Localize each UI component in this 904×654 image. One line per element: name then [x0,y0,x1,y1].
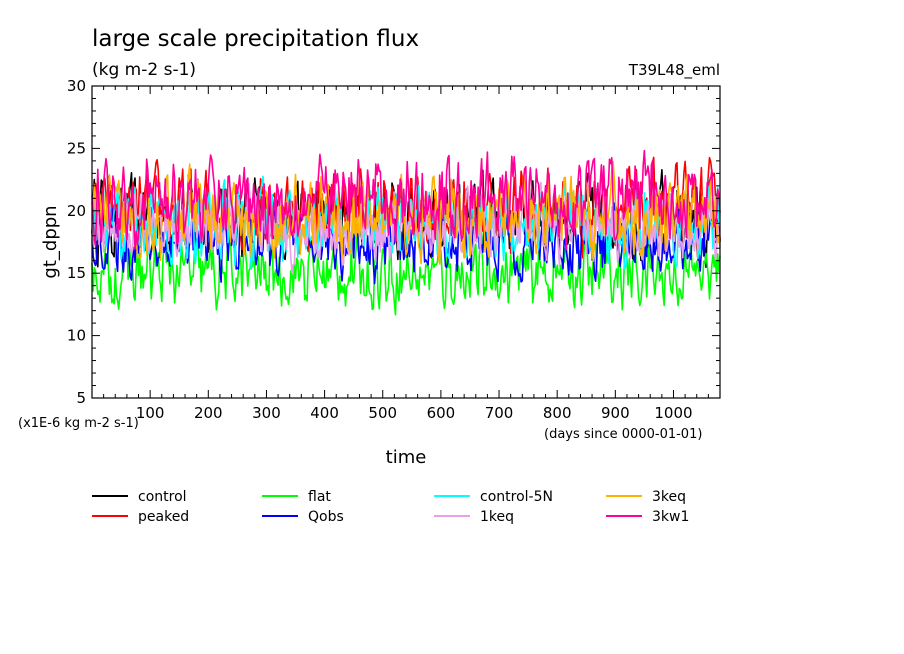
series-line-3kw1 [91,149,721,251]
y-tick-label: 15 [67,264,86,282]
y-tick-label: 20 [67,202,86,220]
legend-label-control: control [138,489,187,505]
x-tick-label: 400 [310,404,339,422]
run-label: T39L48_eml [628,61,720,80]
x-tick-label: 200 [194,404,223,422]
legend-label-peaked: peaked [138,509,189,525]
x-tick-label: 900 [601,404,630,422]
x-tick-label: 1000 [654,404,692,422]
y-tick-label: 10 [67,327,86,345]
x-tick-label: 300 [252,404,281,422]
y-tick-label: 25 [67,139,86,157]
x-axis-label: time [386,447,427,468]
y-tick-label: 30 [67,77,86,95]
legend-label-3kw1: 3kw1 [652,509,689,525]
x-tick-label: 800 [543,404,572,422]
plot-series-group [91,149,721,316]
legend-label-flat: flat [308,489,331,505]
chart-title: large scale precipitation flux [92,26,419,52]
chart-subtitle: (kg m-2 s-1) [92,60,196,80]
legend-label-control-5N: control-5N [480,489,553,505]
y-axis-label: gt_dppn [40,205,61,278]
x-unit-note: (days since 0000-01-01) [544,427,702,442]
legend-label-1keq: 1keq [480,509,514,525]
y-tick-label: 5 [76,389,86,407]
legend: control peaked flat Qobs control-5N 1keq 3keq 3… [92,489,689,525]
x-tick-label: 100 [136,404,165,422]
legend-label-Qobs: Qobs [308,509,344,525]
plot-axes [91,85,721,399]
x-tick-label: 700 [485,404,514,422]
x-tick-label: 600 [427,404,456,422]
y-scale-note: (x1E-6 kg m-2 s-1) [18,416,139,431]
series-line-1keq [91,181,721,274]
tick-labels: 100 200 300 400 500 600 700 800 900 1000 5 10 15 20 25… [67,77,693,422]
x-tick-label: 500 [368,404,397,422]
legend-label-3keq: 3keq [652,489,686,505]
